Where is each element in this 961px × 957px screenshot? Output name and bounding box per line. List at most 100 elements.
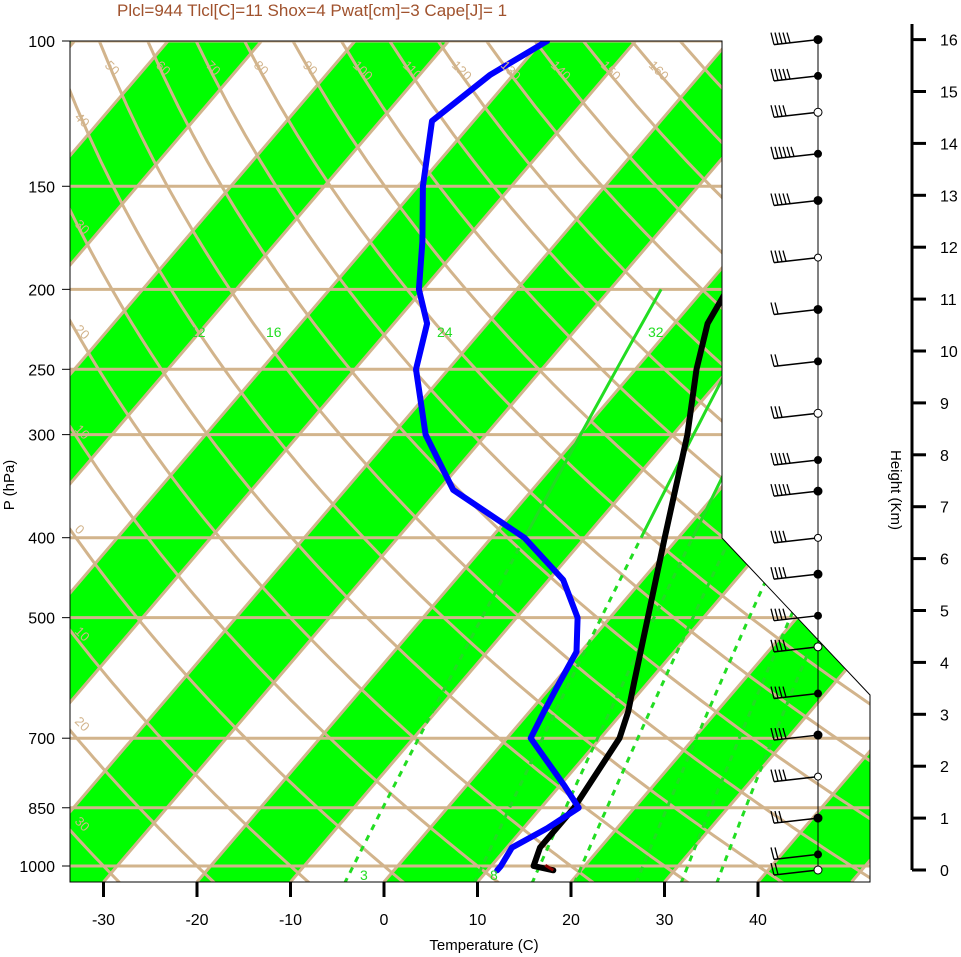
pressure-tick-label: 200 — [28, 282, 55, 299]
wind-barb-feather — [770, 810, 775, 824]
wind-barb-feather — [778, 32, 783, 44]
wind-barb-feather — [774, 608, 779, 621]
wind-barb-feather — [770, 686, 775, 699]
isotherm-label: 20 — [720, 234, 741, 255]
wind-level-dot — [813, 35, 823, 45]
isotherm-label: 10 — [720, 339, 741, 360]
wind-barb-feather — [770, 567, 775, 580]
isotherm-line — [70, 41, 357, 882]
wind-barb-feather — [778, 686, 783, 698]
wind-barb-feather — [778, 810, 783, 823]
temperature-axis: -30 -20 -10 0 10 20 30 40 — [92, 882, 767, 929]
wind-barb — [773, 75, 819, 82]
wind-barb-feather — [770, 452, 775, 466]
temperature-tick-label: 10 — [469, 912, 487, 929]
dry-adiabat-line — [388, 41, 870, 882]
pressure-tick-label: 400 — [28, 531, 55, 548]
height-tick-label: 16 — [940, 33, 958, 50]
dry-adiabat-line — [70, 41, 312, 882]
pressure-tick-label: 1000 — [19, 859, 55, 876]
pressure-tick-label: 300 — [28, 428, 55, 445]
wind-barb-feather — [778, 483, 783, 496]
wind-barb-feather — [782, 452, 787, 464]
temperature-tick-label: 40 — [749, 912, 767, 929]
wind-barb — [773, 817, 819, 824]
isotherm-line — [70, 41, 263, 882]
isotherm-label: 50 — [102, 58, 123, 79]
wind-barb — [773, 490, 819, 497]
wind-barb-feather — [770, 406, 775, 419]
isotherm-band — [70, 41, 449, 882]
wind-barb-feather — [770, 530, 775, 543]
mixing-ratio-line — [679, 537, 827, 882]
dry-adiabat-line — [340, 41, 870, 882]
dry-adiabat-label: 40 — [72, 110, 93, 131]
wind-barb-feather — [790, 146, 795, 157]
wind-level-dot — [813, 642, 823, 652]
wind-barb-feather — [782, 727, 787, 739]
mixing-ratio-line — [823, 288, 870, 539]
wind-level-dot — [814, 611, 822, 620]
isotherm-line — [70, 41, 731, 882]
wind-barb-feather — [782, 32, 787, 44]
height-tick-label: 13 — [940, 188, 958, 205]
wind-barb-feather — [774, 105, 779, 117]
wind-barb-feather — [782, 68, 787, 80]
mixing-ratio-label: 12 — [190, 324, 206, 340]
wind-barb-feather — [770, 354, 775, 367]
dry-adiabat-line — [97, 41, 870, 882]
wind-barb-feather — [778, 406, 783, 418]
mixing-ratio-label: 8 — [490, 867, 498, 883]
wind-level-dot — [814, 71, 822, 80]
wind-barb — [773, 153, 819, 160]
wind-barb-feather — [774, 727, 779, 740]
wind-barb — [773, 614, 819, 622]
height-tick-label: 0 — [940, 863, 949, 880]
isotherm-label: 30 — [720, 123, 741, 144]
dry-adiabat-line — [70, 41, 786, 882]
height-tick-label: 2 — [940, 759, 949, 776]
wind-barb-feather — [782, 146, 787, 158]
dry-adiabat-line — [70, 41, 596, 882]
height-tick-label: 15 — [940, 85, 958, 102]
height-tick-label: 9 — [940, 396, 949, 413]
wind-barb-feather — [786, 32, 791, 43]
plot-border — [69, 40, 871, 883]
wind-barb-feather — [774, 567, 779, 579]
wind-level-dot — [814, 772, 822, 781]
height-tick-label: 6 — [940, 552, 949, 569]
isotherm-line — [289, 41, 870, 882]
wind-level-dot — [814, 149, 822, 158]
wind-barb-feather — [778, 639, 783, 652]
wind-level-dot — [814, 357, 822, 366]
wind-level-dot — [814, 533, 822, 542]
height-tick-label: 12 — [940, 240, 958, 257]
temperature-tick-label: -30 — [92, 912, 115, 929]
wind-barb-feather — [770, 847, 775, 860]
wind-barb — [773, 111, 819, 119]
wind-barb-feather — [774, 452, 779, 465]
wind-barb — [773, 38, 819, 46]
isotherm-line — [756, 41, 870, 882]
wind-barb-feather — [778, 193, 783, 205]
height-tick-label: 11 — [940, 292, 957, 309]
wind-level-dot — [813, 730, 823, 740]
wind-barb-feather — [778, 250, 783, 262]
wind-barb-feather — [770, 250, 775, 263]
wind-barb — [773, 692, 819, 700]
wind-barb-feather — [770, 302, 775, 315]
dry-adiabat-lines — [70, 41, 870, 882]
wind-barb-feather — [774, 530, 779, 543]
height-axis-title: Height (Km) — [887, 450, 904, 530]
dry-adiabat-label: 20 — [72, 714, 93, 735]
wind-barb-feather — [774, 862, 779, 875]
mixing-ratio-line — [783, 288, 870, 539]
wind-barb-feather — [770, 105, 775, 118]
wind-level-dot — [813, 569, 823, 579]
wind-barb-feather — [782, 193, 787, 205]
mixing-ratio-line — [343, 536, 527, 882]
temperature-tick-label: -20 — [185, 912, 208, 929]
dry-adiabat-line — [70, 41, 691, 882]
mixing-ratio-label: 24 — [437, 324, 453, 340]
